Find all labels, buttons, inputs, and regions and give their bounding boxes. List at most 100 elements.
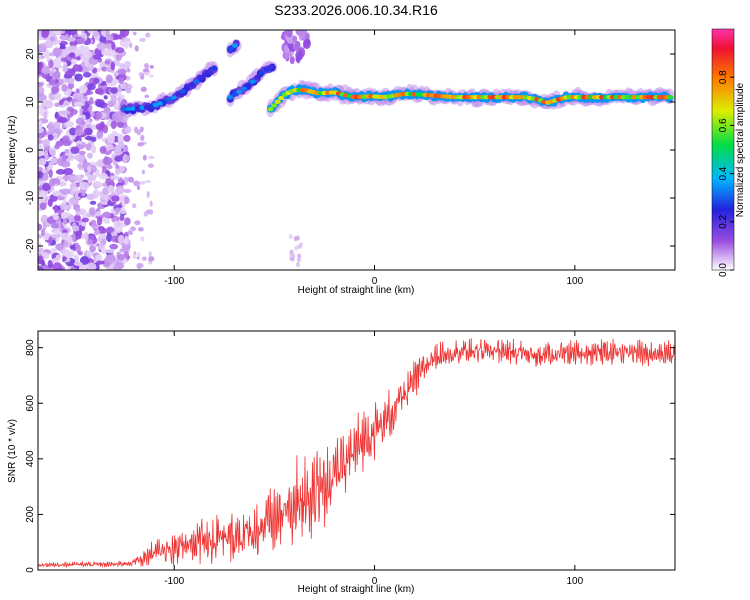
speckle-blob xyxy=(113,264,120,270)
speckle-blob xyxy=(86,262,97,270)
snr-series-line xyxy=(38,338,675,569)
speckle-blob xyxy=(96,42,107,51)
speckle-blob xyxy=(298,30,305,36)
speckle-blob xyxy=(65,77,75,84)
speckle-blob xyxy=(40,159,45,166)
speckle-blob xyxy=(38,234,42,239)
speckle-blob xyxy=(121,203,126,208)
speckle-blob xyxy=(75,46,86,55)
speckle-blob xyxy=(124,40,129,49)
speckle-blob xyxy=(89,200,97,205)
speckle-blob xyxy=(123,134,131,143)
speckle-blob xyxy=(57,64,63,69)
speckle-blob xyxy=(124,125,132,134)
speckle-blob xyxy=(67,82,75,89)
colorbar-gradient xyxy=(711,28,735,271)
speckle-blob xyxy=(77,250,83,256)
speckle-blob xyxy=(43,150,49,160)
speckle-blob xyxy=(50,222,59,229)
speckle-blob xyxy=(53,57,63,65)
speckle-blob xyxy=(289,56,295,65)
spectrogram-x-ticks: -100 0 100 xyxy=(164,30,584,287)
track-core xyxy=(148,104,155,109)
speckle-blob xyxy=(74,214,81,222)
speckle-blob xyxy=(71,186,80,191)
speckle-blob xyxy=(292,35,298,43)
speckle-blob xyxy=(123,236,129,245)
speckle-blob xyxy=(133,126,139,134)
speckle-blob xyxy=(137,226,144,232)
speckle-blob xyxy=(57,117,68,124)
speckle-blob xyxy=(68,175,79,181)
speckle-blob xyxy=(64,251,75,258)
speckle-blob xyxy=(38,171,44,179)
speckle-blob xyxy=(69,127,77,136)
track-core xyxy=(121,107,128,112)
speckle-blob xyxy=(84,171,91,177)
speckle-blob xyxy=(55,169,66,175)
track-core xyxy=(249,79,256,84)
speckle-blob xyxy=(41,139,50,147)
track-core xyxy=(161,99,168,104)
speckle-blob xyxy=(140,86,147,92)
speckle-blob xyxy=(97,235,103,243)
spectrogram-y-tick-label: 0 xyxy=(25,147,36,153)
speckle-blob xyxy=(80,121,86,126)
speckle-blob xyxy=(50,149,56,158)
speckle-blob xyxy=(142,154,147,161)
speckle-blob xyxy=(89,110,95,118)
colorbar-label: Normalized spectral amplitude xyxy=(735,82,746,217)
track-core xyxy=(227,47,234,52)
spectrogram-x-axis-label: Height of straight line (km) xyxy=(298,285,415,296)
speckle-blob xyxy=(64,46,71,55)
snr-y-tick-label: 600 xyxy=(25,394,36,411)
speckle-blob xyxy=(59,43,66,49)
speckle-blob xyxy=(111,195,120,202)
snr-x-axis-label: Height of straight line (km) xyxy=(298,584,415,595)
speckle-blob xyxy=(148,155,155,160)
speckle-blob xyxy=(134,45,139,52)
track-core xyxy=(152,102,159,108)
speckle-blob xyxy=(137,251,141,258)
snr-x-tick-label: 0 xyxy=(372,576,378,587)
speckle-blob xyxy=(131,203,137,209)
speckle-blob xyxy=(61,154,67,163)
speckle-blob xyxy=(93,229,100,236)
track-core xyxy=(258,71,265,76)
speckle-blob xyxy=(42,173,49,181)
speckle-blob xyxy=(48,169,53,178)
speckle-blob xyxy=(62,175,71,181)
colorbar-tick-label: 0.0 xyxy=(718,263,729,277)
speckle-blob xyxy=(86,152,93,159)
speckle-blob xyxy=(41,66,51,75)
speckle-blob xyxy=(92,54,102,60)
speckle-blob xyxy=(70,146,80,155)
speckle-blob xyxy=(83,127,93,136)
speckle-blob xyxy=(57,110,67,116)
spectrogram-y-tick-label: -10 xyxy=(25,190,36,205)
speckle-blob xyxy=(38,104,45,110)
speckle-blob xyxy=(94,88,104,95)
speckle-blob xyxy=(110,87,118,94)
speckle-blob xyxy=(290,256,295,262)
snr-x-tick-label: -100 xyxy=(164,576,184,587)
speckle-blob xyxy=(63,240,69,247)
speckle-blob xyxy=(101,165,107,172)
speckle-blob xyxy=(73,101,84,107)
speckle-blob xyxy=(126,67,131,73)
speckle-blob xyxy=(69,244,75,250)
speckle-blob xyxy=(74,242,79,249)
speckle-blob xyxy=(95,111,102,120)
speckle-blob xyxy=(118,76,125,84)
speckle-blob xyxy=(117,68,127,75)
speckle-blob xyxy=(77,163,83,169)
spectrogram-x-tick-label: -100 xyxy=(164,276,184,287)
speckle-blob xyxy=(117,86,122,93)
speckle-blob xyxy=(60,52,67,59)
chart-title: S233.2026.006.10.34.R16 xyxy=(274,2,438,18)
speckle-blob xyxy=(62,256,67,262)
speckle-blob xyxy=(38,86,45,95)
speckle-blob xyxy=(138,181,146,185)
speckle-blob xyxy=(107,145,115,150)
track-core xyxy=(240,86,247,92)
